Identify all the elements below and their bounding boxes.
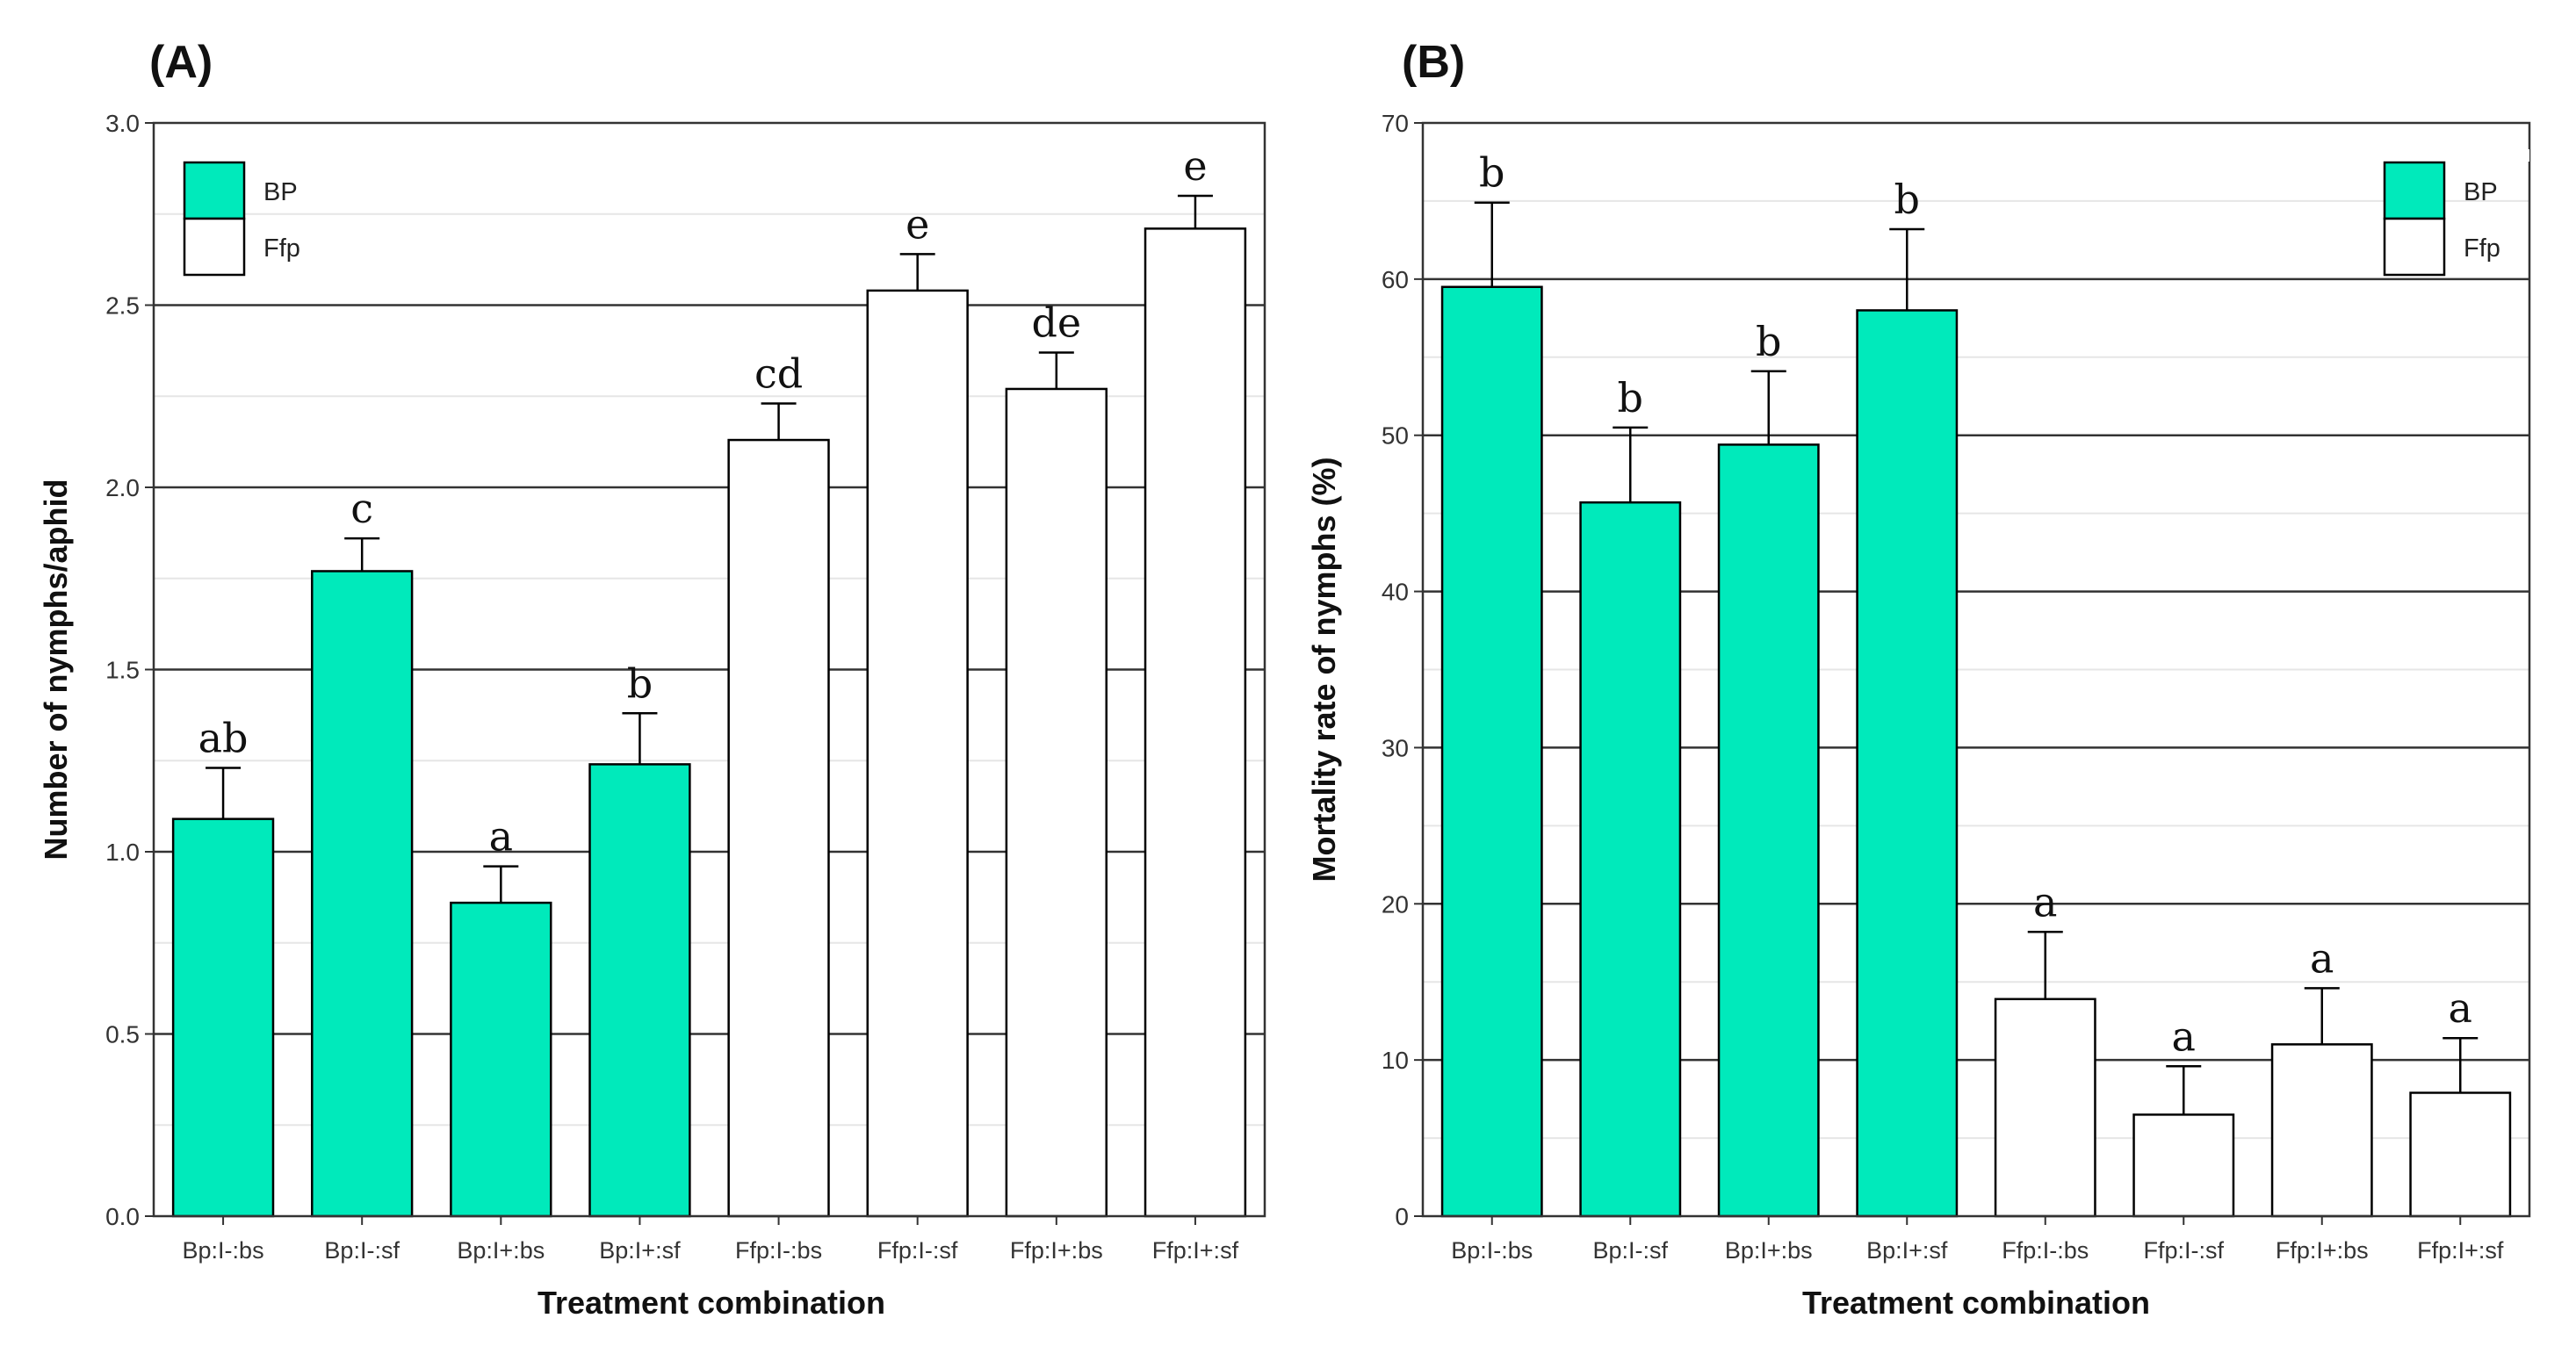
legend-label-bp: BP bbox=[2464, 178, 2498, 206]
plot-border bbox=[1421, 121, 2531, 1218]
panel-label-b: (B) bbox=[1402, 37, 1465, 88]
bar-Bp:I+:bs bbox=[1717, 443, 1820, 1218]
x-tick-label: Bp:I+:bs bbox=[1725, 1237, 1813, 1264]
significance-letter: a bbox=[2172, 1012, 2196, 1060]
x-tick-label: Ffp:I-:sf bbox=[2143, 1237, 2224, 1264]
bar-Ffp:I+:bs bbox=[1005, 387, 1108, 1218]
bar-Ffp:I-:bs bbox=[1994, 998, 2096, 1218]
x-tick-label: Bp:I-:bs bbox=[183, 1237, 264, 1264]
significance-letter: e bbox=[1183, 142, 1207, 190]
x-tick-label: Bp:I+:sf bbox=[599, 1237, 681, 1264]
bar-Bp:I+:bs bbox=[450, 901, 552, 1218]
significance-letter: b bbox=[1894, 176, 1920, 223]
significance-letter: e bbox=[906, 200, 929, 248]
y-tick-label: 3.0 bbox=[105, 110, 140, 137]
significance-letter: a bbox=[2033, 878, 2057, 926]
legend-label-bp: BP bbox=[263, 178, 298, 206]
plot-border bbox=[152, 121, 1266, 1218]
y-tick-label: 10 bbox=[1382, 1047, 1409, 1074]
legend-swatch-bp bbox=[183, 161, 246, 220]
x-tick-label: Ffp:I+:sf bbox=[2417, 1237, 2504, 1264]
legend-label-ffp: Ffp bbox=[2464, 234, 2500, 263]
x-tick-label: Bp:I+:bs bbox=[457, 1237, 545, 1264]
legend: BP Ffp bbox=[2370, 149, 2529, 277]
bar-Bp:I-:bs bbox=[171, 818, 275, 1218]
x-tick-label: Ffp:I+:bs bbox=[2276, 1237, 2369, 1264]
y-tick-label: 40 bbox=[1382, 579, 1409, 606]
significance-letter: b bbox=[1756, 318, 1781, 365]
y-tick-label: 30 bbox=[1382, 734, 1409, 761]
bar-Ffp:I+:sf bbox=[1144, 227, 1247, 1218]
significance-letter: a bbox=[489, 813, 513, 861]
x-tick-label: Ffp:I-:bs bbox=[735, 1237, 822, 1264]
legend-swatch-ffp bbox=[2383, 217, 2446, 277]
significance-letter: a bbox=[2310, 934, 2334, 982]
significance-letter: b bbox=[1618, 374, 1643, 421]
y-tick-label: 2.0 bbox=[105, 474, 140, 501]
x-tick-label: Ffp:I-:bs bbox=[2002, 1237, 2089, 1264]
y-tick-label: 1.5 bbox=[105, 657, 140, 684]
bar-Ffp:I-:sf bbox=[866, 289, 969, 1218]
bar-Bp:I+:sf bbox=[1856, 309, 1959, 1218]
x-tick-label: Bp:I-:sf bbox=[324, 1237, 400, 1264]
significance-letter: a bbox=[2449, 984, 2472, 1032]
y-tick-label: 50 bbox=[1382, 422, 1409, 450]
significance-letter: b bbox=[627, 659, 653, 707]
x-tick-label: Bp:I-:bs bbox=[1451, 1237, 1533, 1264]
y-tick-label: 20 bbox=[1382, 890, 1409, 918]
y-tick-label: 0.0 bbox=[105, 1203, 140, 1230]
panel-b-chart: (B) 0 10 20 30 40 50 60 70 b Bp:I-:bs b Bp:I-:sf b Bp:… bbox=[1306, 37, 2531, 1321]
legend-swatch-ffp bbox=[183, 217, 246, 277]
bar-Ffp:I-:sf bbox=[2132, 1113, 2235, 1218]
x-axis-title: Treatment combination bbox=[538, 1285, 885, 1321]
y-tick-label: 2.5 bbox=[105, 292, 140, 320]
y-tick-label: 1.0 bbox=[105, 839, 140, 866]
significance-letter: c bbox=[350, 485, 373, 532]
x-tick-label: Ffp:I+:bs bbox=[1010, 1237, 1103, 1264]
significance-letter: b bbox=[1479, 149, 1504, 197]
significance-letter: cd bbox=[754, 350, 803, 398]
bar-Bp:I-:sf bbox=[311, 570, 414, 1218]
panel-a-chart: (A)0.00.51.01.52.02.53.0abBp:I-:bscBp:I-… bbox=[38, 37, 1266, 1321]
significance-letter: ab bbox=[198, 715, 249, 762]
y-tick-label: 0.5 bbox=[105, 1021, 140, 1048]
legend-label-ffp: Ffp bbox=[263, 234, 300, 263]
y-axis-title: Mortality rate of nymphs (%) bbox=[1306, 457, 1342, 882]
legend-swatch-bp bbox=[2383, 161, 2446, 220]
y-tick-label: 70 bbox=[1382, 110, 1409, 137]
bar-Bp:I+:sf bbox=[588, 763, 691, 1218]
bar-Bp:I-:bs bbox=[1440, 285, 1543, 1218]
x-axis-title: Treatment combination bbox=[1802, 1285, 2150, 1321]
x-tick-label: Bp:I+:sf bbox=[1866, 1237, 1948, 1264]
significance-letter: de bbox=[1031, 299, 1081, 346]
bar-Ffp:I+:bs bbox=[2270, 1043, 2373, 1218]
panel-label-a: (A) bbox=[149, 37, 213, 88]
x-tick-label: Ffp:I+:sf bbox=[1152, 1237, 1239, 1264]
y-axis-title: Number of nymphs/aphid bbox=[38, 479, 74, 860]
bar-Ffp:I+:sf bbox=[2409, 1091, 2512, 1218]
legend: BP Ffp bbox=[183, 161, 300, 277]
y-tick-label: 0 bbox=[1395, 1203, 1409, 1230]
bar-Ffp:I-:bs bbox=[727, 438, 830, 1218]
x-tick-label: Bp:I-:sf bbox=[1592, 1237, 1668, 1264]
x-tick-label: Ffp:I-:sf bbox=[877, 1237, 958, 1264]
y-tick-label: 60 bbox=[1382, 266, 1409, 293]
bar-Bp:I-:sf bbox=[1579, 501, 1682, 1218]
